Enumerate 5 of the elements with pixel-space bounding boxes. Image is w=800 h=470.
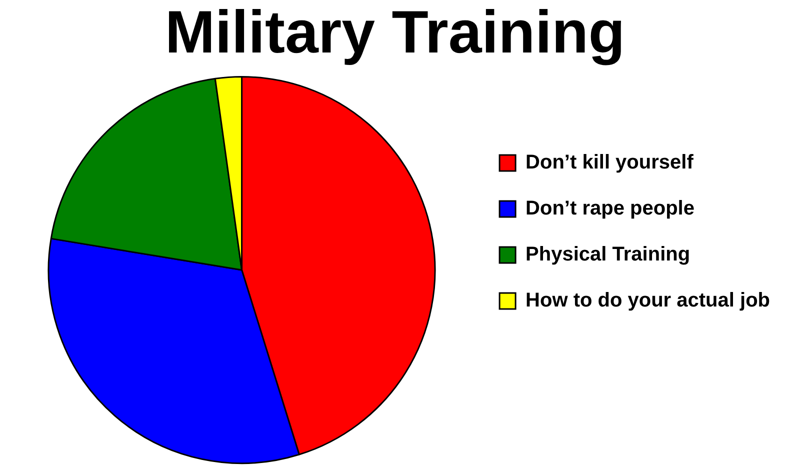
legend-label: Don’t kill yourself xyxy=(526,152,694,174)
legend-label: Don’t rape people xyxy=(526,198,694,220)
legend-label: How to do your actual job xyxy=(526,290,770,312)
chart-title: Military Training xyxy=(164,0,626,66)
legend-label: Physical Training xyxy=(526,244,690,266)
